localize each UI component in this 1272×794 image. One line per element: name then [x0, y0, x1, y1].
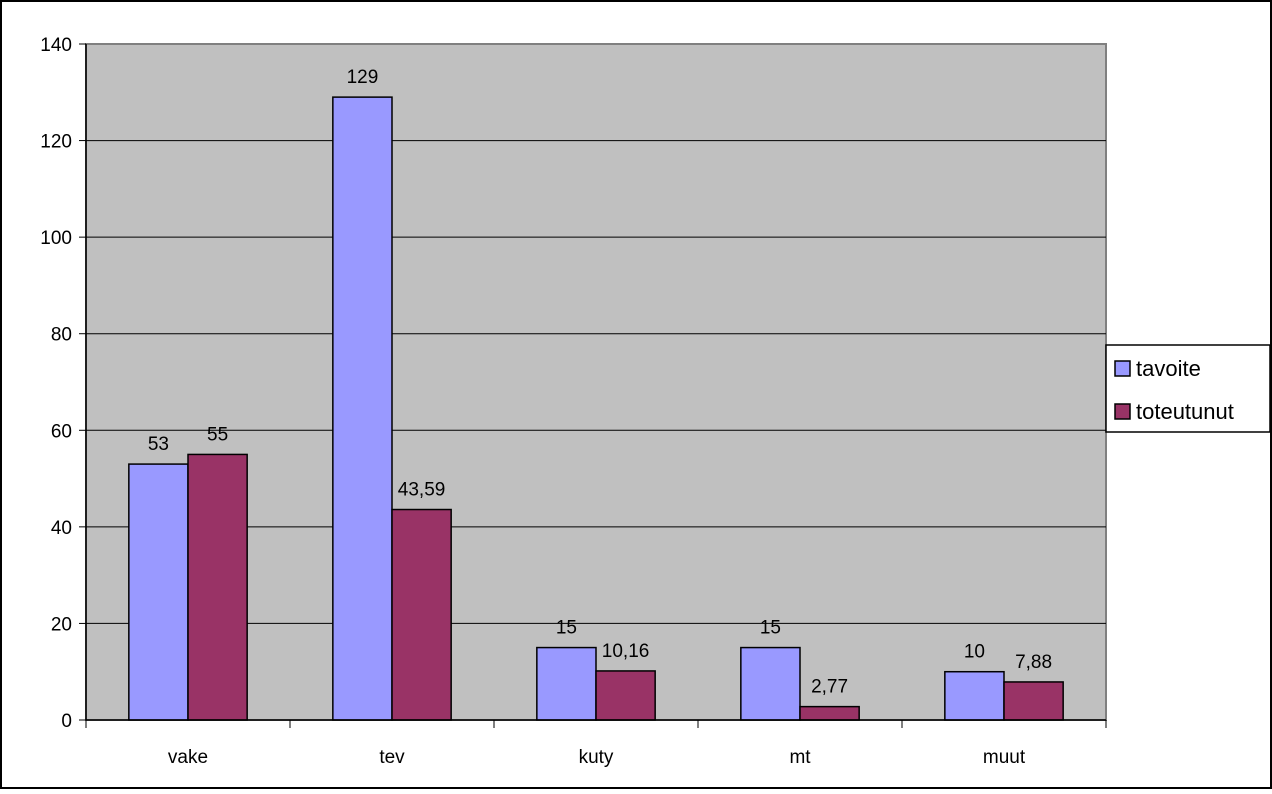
- y-tick-label: 0: [61, 711, 72, 732]
- legend: tavoite toteutunut: [1105, 344, 1271, 433]
- bar-tavoite-vake: [128, 463, 189, 721]
- y-tick-label: 100: [40, 228, 72, 249]
- plot-area: [85, 43, 1107, 721]
- y-tick-label: 80: [51, 325, 72, 346]
- x-tick-label: tev: [379, 747, 405, 768]
- y-tick-label: 140: [40, 35, 72, 56]
- y-tick-label: 40: [51, 518, 72, 539]
- bar-toteutunut-vake: [187, 453, 248, 721]
- legend-swatch-tavoite: [1114, 360, 1131, 377]
- legend-label-toteutunut: toteutunut: [1136, 399, 1234, 424]
- data-label-toteutunut-tev: 43,59: [398, 480, 446, 501]
- bar-toteutunut-tev: [391, 508, 452, 721]
- bar-tavoite-mt: [740, 646, 801, 721]
- data-label-toteutunut-vake: 55: [207, 424, 228, 445]
- x-tick-label: muut: [983, 747, 1026, 768]
- bar-toteutunut-muut: [1003, 681, 1064, 721]
- data-label-tavoite-muut: 10: [964, 642, 985, 663]
- data-label-toteutunut-muut: 7,88: [1015, 652, 1052, 673]
- data-labels: 53 55 129 43,59 15 10,16 15 2,77 10 7,88: [148, 67, 1052, 698]
- legend-box: [1105, 344, 1271, 433]
- data-label-tavoite-tev: 129: [347, 67, 379, 88]
- data-label-tavoite-mt: 15: [760, 618, 781, 639]
- bars: [128, 96, 1064, 721]
- data-label-tavoite-vake: 53: [148, 434, 169, 455]
- data-label-tavoite-kuty: 15: [556, 618, 577, 639]
- bar-tavoite-tev: [332, 96, 393, 721]
- data-label-toteutunut-mt: 2,77: [811, 677, 848, 698]
- bar-toteutunut-kuty: [595, 670, 656, 721]
- gridlines: [86, 140, 1106, 624]
- axes: 0 20 40 60 80 100 120 140 vake tev kuty mt muut: [40, 35, 1107, 768]
- bar-toteutunut-mt: [799, 705, 860, 721]
- x-tick-label: vake: [168, 747, 208, 768]
- x-tick-label: mt: [789, 747, 811, 768]
- y-tick-label: 60: [51, 421, 72, 442]
- y-tick-label: 120: [40, 132, 72, 153]
- data-label-toteutunut-kuty: 10,16: [602, 641, 650, 662]
- y-tick-label: 20: [51, 614, 72, 635]
- x-tick-label: kuty: [579, 747, 614, 768]
- legend-swatch-toteutunut: [1114, 403, 1131, 420]
- bar-tavoite-kuty: [536, 646, 597, 721]
- legend-label-tavoite: tavoite: [1136, 356, 1201, 381]
- bar-tavoite-muut: [944, 670, 1005, 721]
